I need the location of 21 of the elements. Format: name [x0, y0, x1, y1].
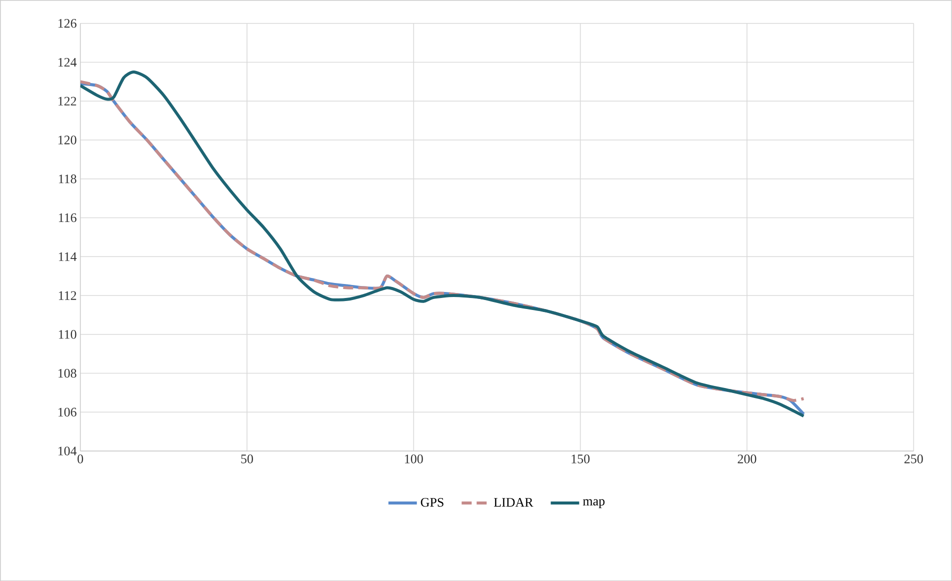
legend-label: map	[582, 499, 605, 508]
y-tick-label: 104	[58, 446, 77, 456]
x-tick-label: 50	[241, 454, 253, 464]
y-tick-label: 124	[58, 58, 77, 66]
x-tick-label: 100	[405, 454, 423, 464]
legend-label: GPS	[420, 498, 444, 507]
y-tick-label: 112	[58, 291, 76, 300]
y-tick-label: 108	[58, 368, 76, 378]
legend-label: LIDAR	[494, 498, 534, 506]
y-tick-label: 120	[58, 135, 76, 144]
y-tick-label: 116	[58, 213, 76, 222]
y-tick-label: 126	[58, 18, 76, 28]
y-tick-label: 106	[58, 408, 76, 416]
x-tick-label: 250	[904, 454, 923, 464]
y-tick-label: 122	[58, 96, 76, 106]
x-tick-label: 0	[78, 454, 84, 464]
x-tick-label: 200	[738, 454, 756, 464]
y-tick-label: 114	[58, 252, 77, 261]
y-tick-label: 110	[58, 330, 76, 339]
y-tick-label: 118	[58, 174, 76, 184]
x-tick-label: 150	[572, 454, 590, 464]
